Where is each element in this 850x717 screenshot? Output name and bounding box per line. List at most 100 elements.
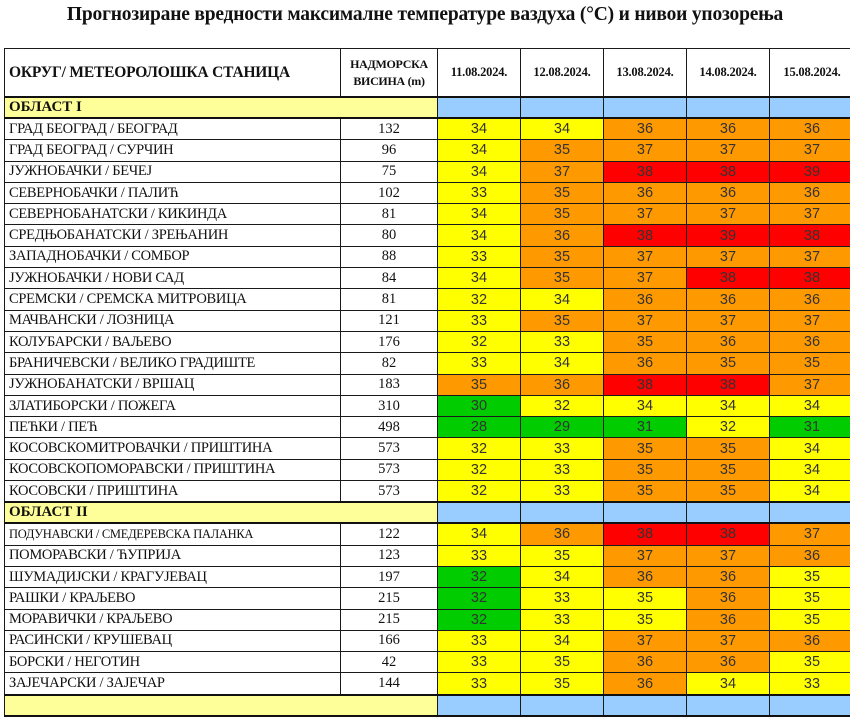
temperature-cell: 36 xyxy=(521,225,604,246)
region-spacer-cell xyxy=(770,502,850,523)
station-name: СРЕМСКИ / СРЕМСКА МИТРОВИЦА xyxy=(5,289,341,310)
region-label xyxy=(5,695,438,716)
temperature-cell: 37 xyxy=(770,204,850,225)
region-spacer-cell xyxy=(521,97,604,118)
temperature-cell: 37 xyxy=(604,310,687,331)
altitude-value: 215 xyxy=(341,609,438,630)
altitude-value: 80 xyxy=(341,225,438,246)
temperature-cell: 34 xyxy=(521,630,604,651)
temperature-cell: 35 xyxy=(521,652,604,673)
region-spacer-cell xyxy=(521,502,604,523)
temperature-cell: 35 xyxy=(604,459,687,480)
temperature-cell: 32 xyxy=(438,481,521,503)
station-name: ЗАПАДНОБАЧКИ / СОМБОР xyxy=(5,246,341,267)
temperature-cell: 33 xyxy=(521,459,604,480)
altitude-value: 42 xyxy=(341,652,438,673)
temperature-cell: 35 xyxy=(521,182,604,203)
temperature-cell: 33 xyxy=(438,545,521,566)
region-spacer-cell xyxy=(438,695,521,716)
station-name: МАЧВАНСКИ / ЛОЗНИЦА xyxy=(5,310,341,331)
station-name: ПОМОРАВСКИ / ЋУПРИЈА xyxy=(5,545,341,566)
column-header-date-4: 14.08.2024. xyxy=(687,49,770,98)
station-name: ЈУЖНОБАЧКИ / БЕЧЕЈ xyxy=(5,161,341,182)
station-name: ГРАД БЕОГРАД / БЕОГРАД xyxy=(5,118,341,140)
temperature-cell: 36 xyxy=(604,353,687,374)
temperature-cell: 35 xyxy=(770,353,850,374)
temperature-cell: 33 xyxy=(438,310,521,331)
temperature-cell: 35 xyxy=(521,545,604,566)
temperature-cell: 37 xyxy=(770,310,850,331)
temperature-cell: 35 xyxy=(770,566,850,587)
temperature-cell: 35 xyxy=(604,331,687,352)
temperature-forecast-table: ОКРУГ/ МЕТЕОРОЛОШКА СТАНИЦА НАДМОРСКА ВИ… xyxy=(4,48,850,717)
region-spacer-cell xyxy=(438,502,521,523)
temperature-cell: 33 xyxy=(770,673,850,695)
temperature-cell: 36 xyxy=(604,118,687,140)
temperature-cell: 33 xyxy=(521,331,604,352)
station-name: ГРАД БЕОГРАД / СУРЧИН xyxy=(5,140,341,161)
temperature-cell: 37 xyxy=(604,140,687,161)
temperature-cell: 37 xyxy=(770,246,850,267)
temperature-cell: 35 xyxy=(687,459,770,480)
temperature-cell: 36 xyxy=(604,652,687,673)
altitude-value: 573 xyxy=(341,438,438,459)
region-spacer-cell xyxy=(604,695,687,716)
altitude-value: 121 xyxy=(341,310,438,331)
altitude-value: 102 xyxy=(341,182,438,203)
temperature-cell: 36 xyxy=(687,118,770,140)
temperature-cell: 34 xyxy=(438,225,521,246)
column-header-date-2: 12.08.2024. xyxy=(521,49,604,98)
station-name: РАШКИ / КРАЉЕВО xyxy=(5,588,341,609)
temperature-cell: 37 xyxy=(687,545,770,566)
region-spacer-cell xyxy=(687,695,770,716)
temperature-cell: 34 xyxy=(438,118,521,140)
temperature-cell: 35 xyxy=(687,353,770,374)
temperature-cell: 35 xyxy=(687,438,770,459)
region-spacer-cell xyxy=(687,502,770,523)
temperature-cell: 34 xyxy=(687,395,770,416)
temperature-cell: 35 xyxy=(770,652,850,673)
temperature-cell: 38 xyxy=(604,374,687,395)
altitude-value: 81 xyxy=(341,289,438,310)
temperature-cell: 37 xyxy=(604,630,687,651)
temperature-cell: 35 xyxy=(604,609,687,630)
temperature-cell: 35 xyxy=(438,374,521,395)
temperature-cell: 34 xyxy=(438,204,521,225)
temperature-cell: 32 xyxy=(687,417,770,438)
temperature-cell: 36 xyxy=(770,630,850,651)
temperature-cell: 36 xyxy=(687,588,770,609)
temperature-cell: 34 xyxy=(521,566,604,587)
region-spacer-cell xyxy=(770,695,850,716)
temperature-cell: 34 xyxy=(438,523,521,545)
station-name: ЗЛАТИБОРСКИ / ПОЖЕГА xyxy=(5,395,341,416)
temperature-cell: 36 xyxy=(770,331,850,352)
temperature-cell: 32 xyxy=(438,566,521,587)
altitude-value: 96 xyxy=(341,140,438,161)
temperature-cell: 37 xyxy=(770,523,850,545)
temperature-cell: 35 xyxy=(770,588,850,609)
temperature-cell: 33 xyxy=(521,438,604,459)
temperature-cell: 33 xyxy=(521,588,604,609)
region-spacer-cell xyxy=(687,97,770,118)
temperature-cell: 37 xyxy=(687,204,770,225)
station-name: СЕВЕРНОБАНАТСКИ / КИКИНДА xyxy=(5,204,341,225)
temperature-cell: 34 xyxy=(521,118,604,140)
temperature-cell: 32 xyxy=(438,438,521,459)
temperature-cell: 33 xyxy=(438,182,521,203)
temperature-cell: 33 xyxy=(521,609,604,630)
temperature-cell: 35 xyxy=(521,140,604,161)
region-spacer-cell xyxy=(521,695,604,716)
region-header-row: ОБЛАСТ I xyxy=(5,97,850,118)
temperature-cell: 37 xyxy=(604,268,687,289)
